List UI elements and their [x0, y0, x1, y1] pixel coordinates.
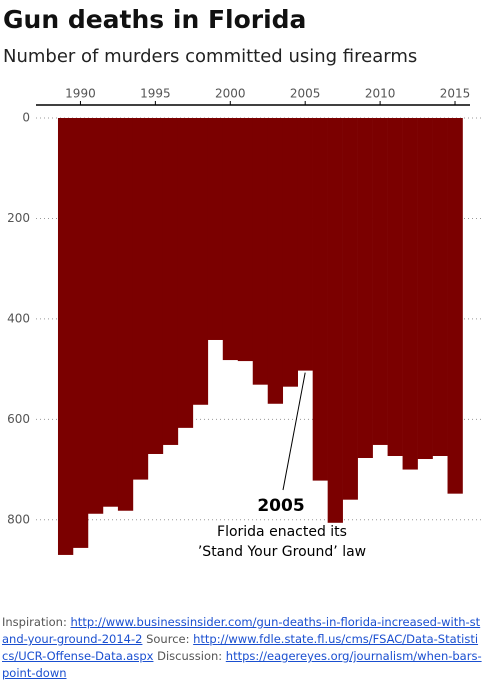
bar [297, 118, 313, 371]
bar [342, 118, 358, 500]
bar [417, 118, 433, 460]
bar [402, 118, 418, 470]
annotation-text: Florida enacted its [217, 524, 347, 540]
bar [432, 118, 448, 456]
x-tick-label: 2015 [440, 87, 471, 101]
link[interactable]: http://www.fdle.state.fl.us/cms/FSAC/Dat… [2, 632, 479, 663]
bar [312, 118, 328, 481]
bar [372, 118, 388, 445]
x-tick-label: 1995 [140, 87, 171, 101]
link[interactable]: http://www.businessinsider.com/gun-death… [2, 615, 481, 646]
bar [387, 118, 403, 456]
bar [177, 118, 194, 428]
bar [267, 118, 284, 404]
bar [282, 118, 299, 387]
bar [132, 118, 149, 480]
chart-title: Gun deaths in Florida [3, 5, 306, 34]
y-tick-label: 800 [7, 512, 30, 526]
bar [72, 118, 89, 548]
bar [207, 118, 224, 340]
bar [102, 118, 119, 507]
bar [237, 118, 254, 362]
link[interactable]: https://eagereyes.org/journalism/when-ba… [2, 649, 482, 680]
annotation-title: 2005 [257, 496, 304, 516]
bar [327, 118, 343, 523]
y-tick-label: 200 [7, 211, 30, 225]
y-tick-label: 600 [7, 412, 30, 426]
bar [222, 118, 239, 361]
bar [117, 118, 134, 511]
chart-subtitle: Number of murders committed using firear… [3, 46, 417, 67]
x-tick-label: 2010 [365, 87, 396, 101]
annotation-line [282, 372, 306, 491]
bar [357, 118, 373, 459]
footer-label: Inspiration: [2, 615, 67, 629]
x-tick-label: 2000 [215, 87, 246, 101]
y-tick-label: 400 [7, 311, 30, 325]
y-tick-label: 0 [22, 111, 30, 125]
bar [162, 118, 179, 445]
footer: Inspiration: http://www.businessinsider.… [2, 614, 482, 682]
bar [447, 118, 463, 494]
bar [252, 118, 269, 385]
chart: Gun deaths in Florida Number of murders … [3, 5, 484, 560]
x-tick-label: 2005 [290, 87, 321, 101]
bar [192, 118, 209, 405]
annotation-text: ’Stand Your Ground’ law [198, 544, 366, 560]
bar [57, 118, 74, 555]
bar [147, 118, 164, 454]
footer-label: Source: [146, 632, 190, 646]
bar [87, 118, 104, 514]
x-tick-label: 1990 [65, 87, 96, 101]
footer-label: Discussion: [157, 649, 223, 663]
